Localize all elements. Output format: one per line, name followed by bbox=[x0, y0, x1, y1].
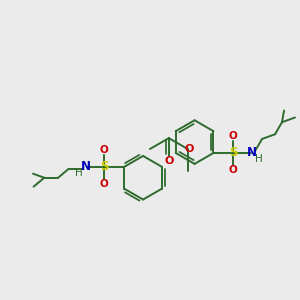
Text: S: S bbox=[229, 146, 238, 160]
Text: O: O bbox=[164, 156, 173, 166]
Text: O: O bbox=[229, 131, 238, 141]
Text: N: N bbox=[80, 160, 91, 173]
Text: O: O bbox=[100, 145, 109, 155]
Text: N: N bbox=[247, 146, 257, 160]
Text: S: S bbox=[100, 160, 109, 173]
Text: H: H bbox=[75, 168, 83, 178]
Text: O: O bbox=[229, 165, 238, 175]
Text: O: O bbox=[184, 144, 194, 154]
Text: H: H bbox=[255, 154, 263, 164]
Text: O: O bbox=[100, 179, 109, 189]
